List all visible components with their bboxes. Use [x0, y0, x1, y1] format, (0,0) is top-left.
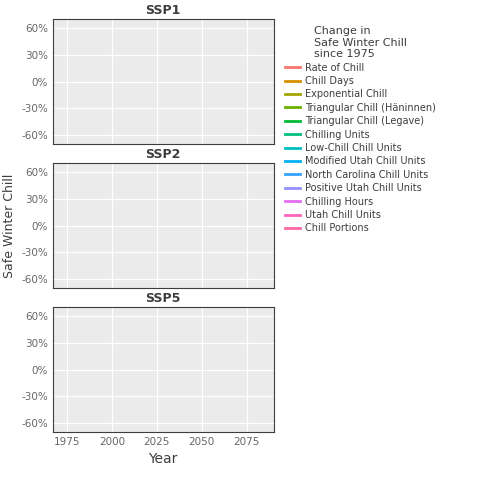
Text: Safe Winter Chill: Safe Winter Chill	[3, 173, 16, 278]
Title: SSP1: SSP1	[145, 4, 181, 17]
X-axis label: Year: Year	[148, 453, 178, 467]
Legend: Rate of Chill, Chill Days, Exponential Chill, Triangular Chill (Häninnen), Trian: Rate of Chill, Chill Days, Exponential C…	[283, 24, 437, 235]
Title: SSP5: SSP5	[145, 292, 181, 305]
Title: SSP2: SSP2	[145, 148, 181, 161]
